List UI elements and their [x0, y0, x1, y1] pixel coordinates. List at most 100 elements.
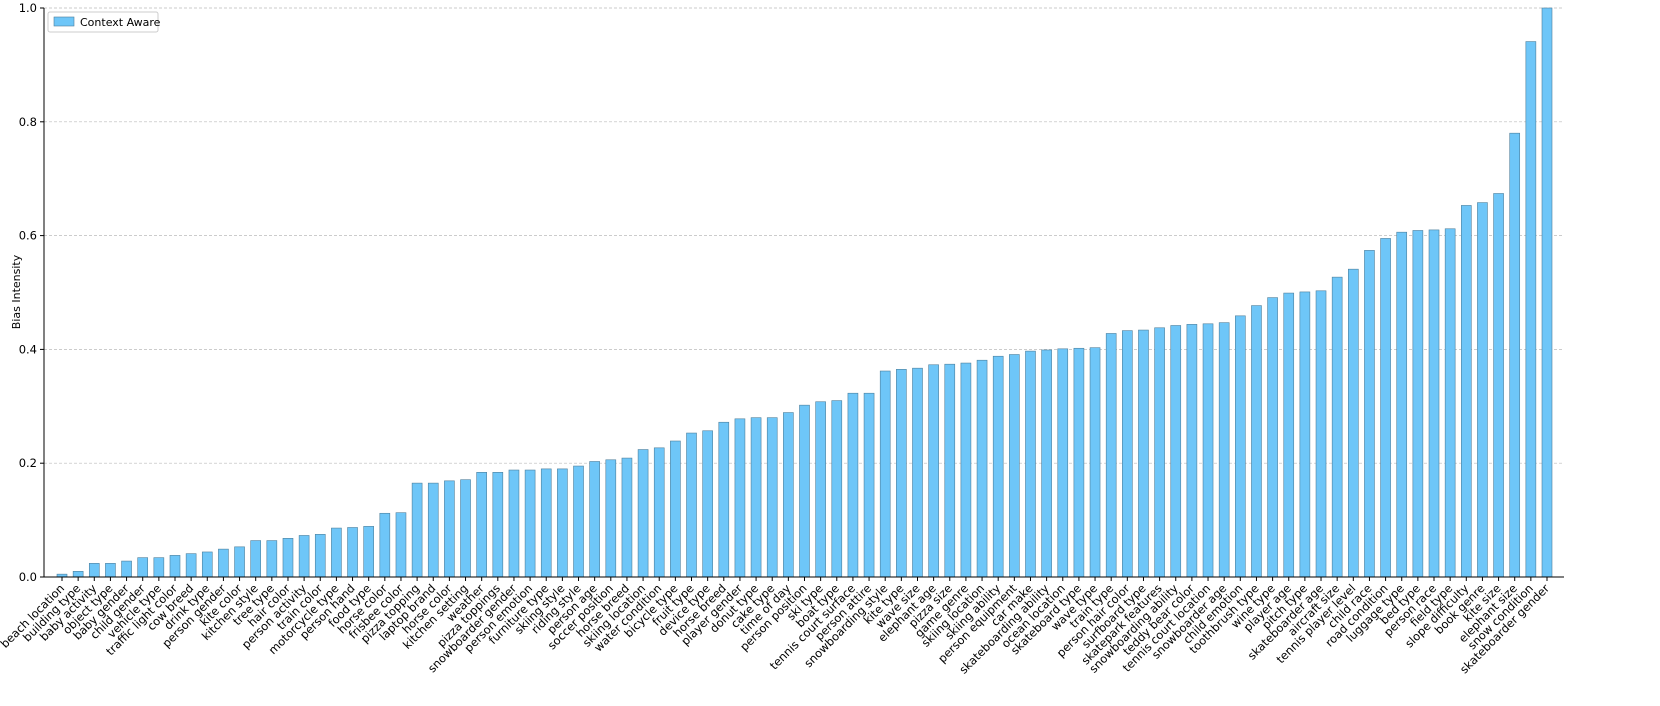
bar — [1122, 330, 1133, 578]
bar — [234, 546, 245, 578]
y-axis-label: Bias Intensity — [10, 254, 23, 329]
bar — [1412, 230, 1424, 578]
bar — [1235, 315, 1246, 578]
bar — [1428, 229, 1440, 578]
bar — [1283, 292, 1295, 578]
bar — [1025, 350, 1036, 578]
bar — [1460, 205, 1472, 578]
legend-frame — [47, 11, 159, 33]
bar — [88, 563, 100, 578]
bar — [1041, 349, 1052, 578]
bar — [960, 362, 972, 578]
bar — [1444, 228, 1456, 578]
bar — [589, 461, 600, 578]
bar — [783, 412, 794, 578]
y-tick-label: 0.6 — [19, 229, 37, 243]
bar — [411, 482, 423, 578]
bar — [1073, 347, 1085, 578]
bar — [1364, 250, 1375, 578]
bar — [282, 538, 294, 578]
bar — [831, 400, 843, 578]
bar — [427, 482, 439, 578]
bar — [298, 535, 310, 578]
bar — [492, 472, 504, 578]
bar — [557, 468, 568, 578]
bar — [540, 468, 552, 578]
y-tick-label: 1.0 — [19, 1, 37, 15]
legend-swatch — [53, 16, 75, 27]
bar — [1009, 354, 1020, 578]
bar — [815, 401, 826, 578]
bar — [1348, 268, 1359, 578]
bar — [637, 449, 649, 578]
bar — [734, 418, 746, 578]
bar — [508, 469, 520, 578]
bar — [766, 417, 778, 578]
y-tick-label: 0.2 — [19, 456, 37, 470]
bar — [1057, 348, 1069, 578]
bar — [1541, 7, 1553, 578]
bar — [266, 540, 278, 578]
bar — [395, 512, 407, 578]
bar — [1186, 324, 1198, 578]
bar — [1509, 132, 1521, 578]
bar — [799, 404, 810, 578]
bar — [863, 392, 875, 578]
bar — [573, 465, 584, 578]
bar — [1089, 347, 1101, 578]
bar — [1315, 290, 1327, 578]
bar — [653, 447, 665, 578]
y-tick-label: 0.8 — [19, 115, 37, 129]
bar — [444, 480, 455, 578]
bar — [1299, 291, 1311, 578]
bar — [137, 557, 149, 578]
bar — [1380, 238, 1391, 578]
bar — [218, 548, 229, 578]
bar — [912, 367, 923, 578]
bar — [363, 526, 374, 578]
bar — [1170, 325, 1182, 578]
bar — [1331, 276, 1343, 578]
bar — [879, 370, 891, 578]
bar — [702, 430, 713, 578]
bar — [169, 555, 181, 578]
bar — [1477, 202, 1488, 578]
bar — [1525, 41, 1537, 578]
bar — [896, 369, 907, 578]
bar — [72, 571, 84, 578]
bar — [928, 364, 939, 578]
bar — [379, 512, 391, 578]
bar — [1105, 333, 1117, 578]
bar — [750, 417, 762, 578]
bar — [347, 527, 358, 578]
bar — [1267, 297, 1278, 578]
y-tick-label: 0.0 — [19, 570, 37, 584]
bar — [331, 527, 342, 578]
bar — [201, 551, 213, 578]
bar — [1396, 231, 1408, 578]
bar — [1138, 329, 1149, 578]
bar — [460, 479, 471, 578]
bar — [105, 563, 116, 578]
bar — [121, 560, 132, 578]
bar — [847, 392, 859, 578]
bar — [605, 459, 617, 578]
bar — [185, 553, 197, 578]
bar — [1154, 327, 1165, 578]
bar — [718, 421, 730, 578]
bar — [621, 457, 633, 578]
bar — [476, 472, 487, 578]
bar — [976, 359, 988, 578]
bar — [314, 534, 326, 578]
bar — [944, 363, 956, 578]
bar — [1218, 322, 1230, 578]
bar — [1251, 305, 1262, 578]
bar — [250, 540, 261, 578]
bar — [1493, 193, 1504, 578]
bar — [686, 432, 697, 578]
y-tick-label: 0.4 — [19, 342, 37, 356]
bar — [670, 440, 681, 578]
bar — [153, 557, 165, 578]
bar — [992, 355, 1004, 578]
